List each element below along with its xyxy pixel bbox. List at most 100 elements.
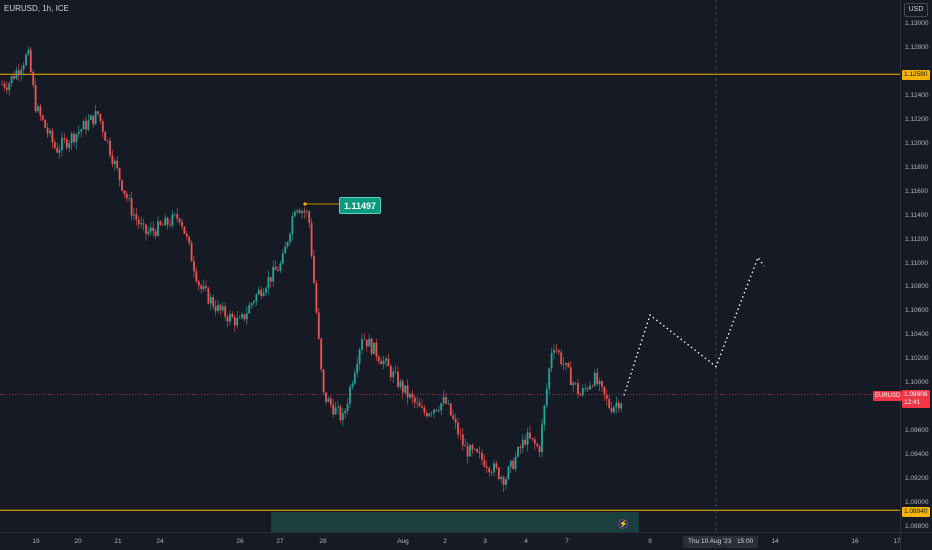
candle-body — [253, 301, 255, 304]
time-tick: 16 — [851, 538, 859, 545]
time-tick: 24 — [156, 538, 164, 545]
candle-body — [337, 406, 339, 408]
candle-body — [238, 317, 241, 319]
candle-body — [195, 271, 198, 282]
symbol-price-label: EURUSD — [873, 391, 903, 401]
time-tick: 3 — [483, 538, 487, 545]
candle-body — [442, 397, 445, 404]
candle-body — [255, 294, 258, 302]
candle-body — [5, 87, 8, 90]
candle-body — [524, 439, 527, 445]
candle-body — [217, 304, 219, 312]
candle-body — [418, 402, 421, 407]
candle-body — [123, 190, 126, 194]
candle-body — [10, 76, 13, 84]
candle-body — [49, 130, 51, 134]
candle-body — [188, 236, 191, 243]
candle-body — [490, 472, 493, 473]
candle-body — [87, 120, 90, 130]
candle-body — [159, 221, 162, 225]
candle-body — [553, 349, 555, 353]
time-tick: 9 — [648, 538, 652, 545]
projection-dotted-path[interactable] — [623, 256, 765, 396]
candle-body — [469, 445, 471, 457]
candle-body — [104, 132, 107, 141]
candle-body — [406, 385, 409, 398]
candle-body — [73, 133, 75, 143]
candle-body — [459, 434, 462, 436]
scale-corner[interactable] — [900, 532, 932, 550]
price-tick: 1.11000 — [905, 259, 929, 267]
candle-body — [265, 288, 267, 293]
candle-body — [445, 397, 447, 404]
candle-body — [514, 456, 517, 469]
candle-body — [125, 193, 128, 199]
candle-body — [77, 131, 80, 134]
candle-body — [332, 404, 335, 415]
candle-body — [409, 393, 411, 398]
candle-body — [385, 358, 387, 361]
candle-body — [478, 452, 481, 453]
candle-body — [135, 214, 138, 220]
chart-pane[interactable]: EURUSD, 1h, ICE 1.11497 ⚡ — [0, 0, 900, 532]
candle-body — [13, 76, 15, 79]
candle-body — [413, 397, 416, 403]
candle-body — [32, 72, 35, 86]
candle-body — [392, 371, 395, 378]
time-tick: 20 — [74, 538, 82, 545]
candle-body — [351, 383, 354, 388]
support-price-tag: 1.08940 — [902, 507, 930, 517]
candle-body — [560, 352, 563, 364]
candle-body — [133, 214, 135, 216]
candle-body — [233, 317, 236, 326]
candle-body — [106, 140, 109, 142]
candle-body — [457, 422, 459, 435]
candle-body — [137, 219, 140, 225]
candle-body — [603, 386, 606, 395]
candle-body — [224, 306, 227, 317]
symbol-title[interactable]: EURUSD, 1h, ICE — [4, 4, 69, 13]
peak-price-callout[interactable]: 1.11497 — [339, 197, 381, 214]
price-tick: 1.09200 — [905, 475, 929, 483]
price-tick: 1.12800 — [905, 43, 929, 51]
candle-body — [476, 449, 479, 453]
candle-body — [109, 140, 111, 156]
candle-body — [557, 350, 560, 353]
candle-body — [320, 338, 323, 370]
candle-body — [341, 413, 344, 420]
price-tick: 1.12200 — [905, 115, 929, 123]
candle-body — [584, 388, 587, 389]
currency-button[interactable]: USD — [904, 3, 928, 17]
candle-body — [430, 413, 433, 414]
candle-body — [68, 143, 71, 148]
candle-body — [569, 367, 572, 386]
candle-body — [615, 402, 618, 407]
candle-body — [466, 446, 469, 457]
candle-body — [116, 160, 119, 169]
candle-body — [313, 255, 315, 284]
candle-body — [301, 210, 303, 214]
price-chart[interactable] — [0, 0, 900, 532]
candle-body — [145, 224, 147, 234]
candle-body — [63, 138, 66, 140]
time-scale[interactable] — [0, 532, 900, 550]
time-tick: 27 — [276, 538, 284, 545]
candle-body — [437, 410, 440, 412]
candle-body — [382, 360, 385, 365]
candle-body — [44, 119, 47, 128]
current-price-value: 1.09906 — [904, 391, 928, 398]
candle-body — [353, 373, 356, 384]
candle-body — [344, 410, 347, 414]
candle-body — [507, 466, 510, 480]
candle-body — [197, 281, 200, 286]
candle-body — [346, 403, 349, 411]
price-tick: 1.08800 — [905, 523, 929, 530]
candle-body — [152, 227, 155, 232]
candle-body — [598, 381, 601, 385]
price-tick: 1.11600 — [905, 187, 929, 195]
candle-body — [94, 111, 97, 125]
price-scale[interactable] — [900, 0, 932, 532]
candle-body — [601, 381, 603, 387]
lightning-icon[interactable]: ⚡ — [618, 519, 628, 529]
candle-body — [183, 226, 186, 234]
